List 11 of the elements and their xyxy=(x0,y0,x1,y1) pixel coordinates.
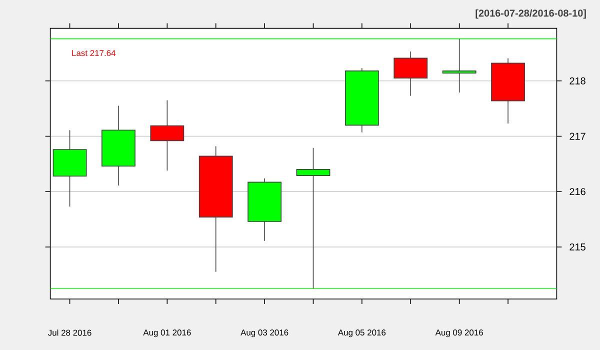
x-tick-label: Jul 28 2016 xyxy=(48,330,92,336)
y-tick-label: 218 xyxy=(570,77,586,84)
x-tick-label: Aug 03 2016 xyxy=(240,330,288,338)
x-tick-label: Aug 05 2016 xyxy=(338,330,386,338)
y-tick-label: 217 xyxy=(570,132,586,140)
annotation: Last 217.64 xyxy=(72,50,116,56)
y-tick-label: 216 xyxy=(570,188,586,196)
y-tick-label: 215 xyxy=(570,243,586,250)
x-tick-label: Aug 09 2016 xyxy=(435,330,483,338)
chart-subtitle: [2016-07-28/2016-08-10] xyxy=(476,9,586,19)
x-tick-label: Aug 01 2016 xyxy=(143,330,191,338)
